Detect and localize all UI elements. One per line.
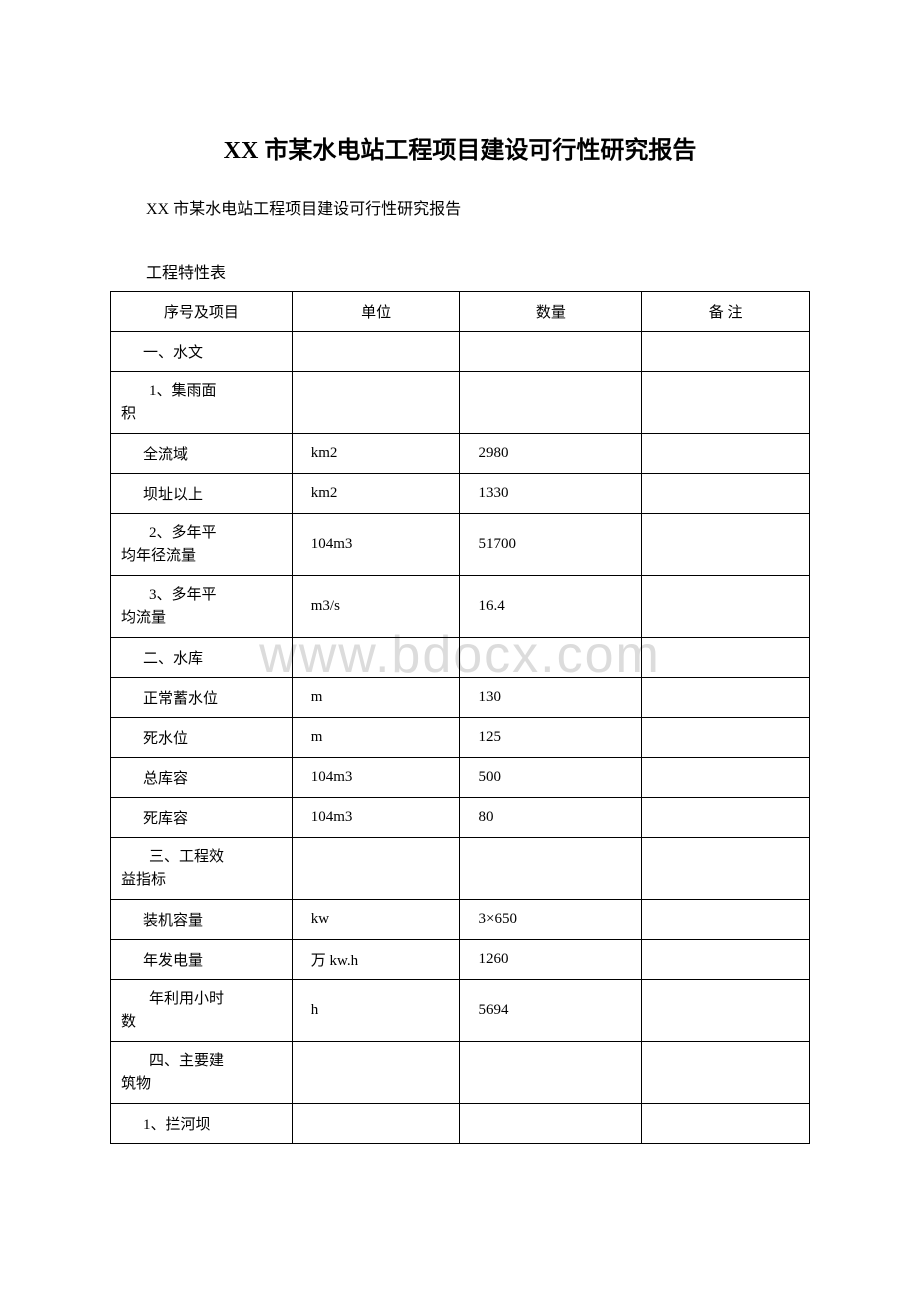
cell-note	[642, 900, 810, 940]
cell-note	[642, 758, 810, 798]
cell-unit: m	[292, 718, 460, 758]
cell-qty	[460, 332, 642, 372]
characteristics-table: 序号及项目 单位 数量 备 注 一、水文1、集雨面积全流域km22980坝址以上…	[110, 291, 810, 1144]
cell-qty: 125	[460, 718, 642, 758]
cell-item: 1、拦河坝	[111, 1104, 293, 1144]
cell-qty: 1260	[460, 940, 642, 980]
cell-item: 年利用小时数	[111, 980, 293, 1042]
cell-unit: 万 kw.h	[292, 940, 460, 980]
table-row: 三、工程效益指标	[111, 838, 810, 900]
cell-item: 总库容	[111, 758, 293, 798]
cell-note	[642, 798, 810, 838]
cell-qty: 51700	[460, 514, 642, 576]
cell-unit	[292, 372, 460, 434]
table-row: 一、水文	[111, 332, 810, 372]
cell-unit: 104m3	[292, 758, 460, 798]
table-header-row: 序号及项目 单位 数量 备 注	[111, 292, 810, 332]
cell-item: 1、集雨面积	[111, 372, 293, 434]
page-title: XX 市某水电站工程项目建设可行性研究报告	[110, 130, 810, 165]
table-row: 死库容104m380	[111, 798, 810, 838]
cell-item: 正常蓄水位	[111, 678, 293, 718]
cell-item: 死水位	[111, 718, 293, 758]
cell-qty: 2980	[460, 434, 642, 474]
cell-item: 坝址以上	[111, 474, 293, 514]
page-subtitle: XX 市某水电站工程项目建设可行性研究报告	[110, 195, 810, 219]
table-row: 3、多年平均流量m3/s16.4	[111, 576, 810, 638]
cell-item: 年发电量	[111, 940, 293, 980]
cell-note	[642, 718, 810, 758]
cell-unit: kw	[292, 900, 460, 940]
cell-note	[642, 474, 810, 514]
header-item: 序号及项目	[111, 292, 293, 332]
cell-item: 全流域	[111, 434, 293, 474]
cell-item: 死库容	[111, 798, 293, 838]
table-body: 一、水文1、集雨面积全流域km22980坝址以上km213302、多年平均年径流…	[111, 332, 810, 1144]
cell-item: 四、主要建筑物	[111, 1042, 293, 1104]
cell-unit: m3/s	[292, 576, 460, 638]
cell-qty	[460, 1042, 642, 1104]
cell-note	[642, 980, 810, 1042]
cell-unit: 104m3	[292, 798, 460, 838]
table-row: 年利用小时数h5694	[111, 980, 810, 1042]
cell-unit	[292, 838, 460, 900]
cell-unit: h	[292, 980, 460, 1042]
cell-qty	[460, 1104, 642, 1144]
cell-unit: 104m3	[292, 514, 460, 576]
table-row: 1、集雨面积	[111, 372, 810, 434]
table-row: 正常蓄水位m130	[111, 678, 810, 718]
header-qty: 数量	[460, 292, 642, 332]
cell-item: 二、水库	[111, 638, 293, 678]
cell-item: 3、多年平均流量	[111, 576, 293, 638]
cell-note	[642, 838, 810, 900]
cell-note	[642, 1042, 810, 1104]
table-row: 1、拦河坝	[111, 1104, 810, 1144]
header-note: 备 注	[642, 292, 810, 332]
table-row: 总库容104m3500	[111, 758, 810, 798]
cell-qty: 16.4	[460, 576, 642, 638]
cell-note	[642, 638, 810, 678]
cell-note	[642, 576, 810, 638]
cell-qty	[460, 838, 642, 900]
cell-qty: 1330	[460, 474, 642, 514]
cell-unit: km2	[292, 434, 460, 474]
cell-qty: 500	[460, 758, 642, 798]
document-content: XX 市某水电站工程项目建设可行性研究报告 XX 市某水电站工程项目建设可行性研…	[110, 130, 810, 1144]
cell-note	[642, 434, 810, 474]
cell-qty: 80	[460, 798, 642, 838]
cell-qty: 130	[460, 678, 642, 718]
cell-qty	[460, 372, 642, 434]
table-row: 二、水库	[111, 638, 810, 678]
cell-note	[642, 372, 810, 434]
table-row: 坝址以上km21330	[111, 474, 810, 514]
cell-note	[642, 514, 810, 576]
cell-unit	[292, 638, 460, 678]
cell-note	[642, 678, 810, 718]
cell-item: 装机容量	[111, 900, 293, 940]
cell-qty: 5694	[460, 980, 642, 1042]
cell-unit	[292, 332, 460, 372]
table-row: 四、主要建筑物	[111, 1042, 810, 1104]
table-row: 装机容量kw3×650	[111, 900, 810, 940]
table-row: 全流域km22980	[111, 434, 810, 474]
cell-unit	[292, 1042, 460, 1104]
cell-item: 三、工程效益指标	[111, 838, 293, 900]
cell-note	[642, 940, 810, 980]
table-row: 2、多年平均年径流量104m351700	[111, 514, 810, 576]
cell-qty	[460, 638, 642, 678]
cell-qty: 3×650	[460, 900, 642, 940]
header-unit: 单位	[292, 292, 460, 332]
cell-note	[642, 332, 810, 372]
table-row: 年发电量万 kw.h1260	[111, 940, 810, 980]
table-caption: 工程特性表	[110, 259, 810, 283]
cell-item: 一、水文	[111, 332, 293, 372]
table-row: 死水位m125	[111, 718, 810, 758]
cell-unit: m	[292, 678, 460, 718]
cell-unit: km2	[292, 474, 460, 514]
cell-item: 2、多年平均年径流量	[111, 514, 293, 576]
cell-note	[642, 1104, 810, 1144]
cell-unit	[292, 1104, 460, 1144]
